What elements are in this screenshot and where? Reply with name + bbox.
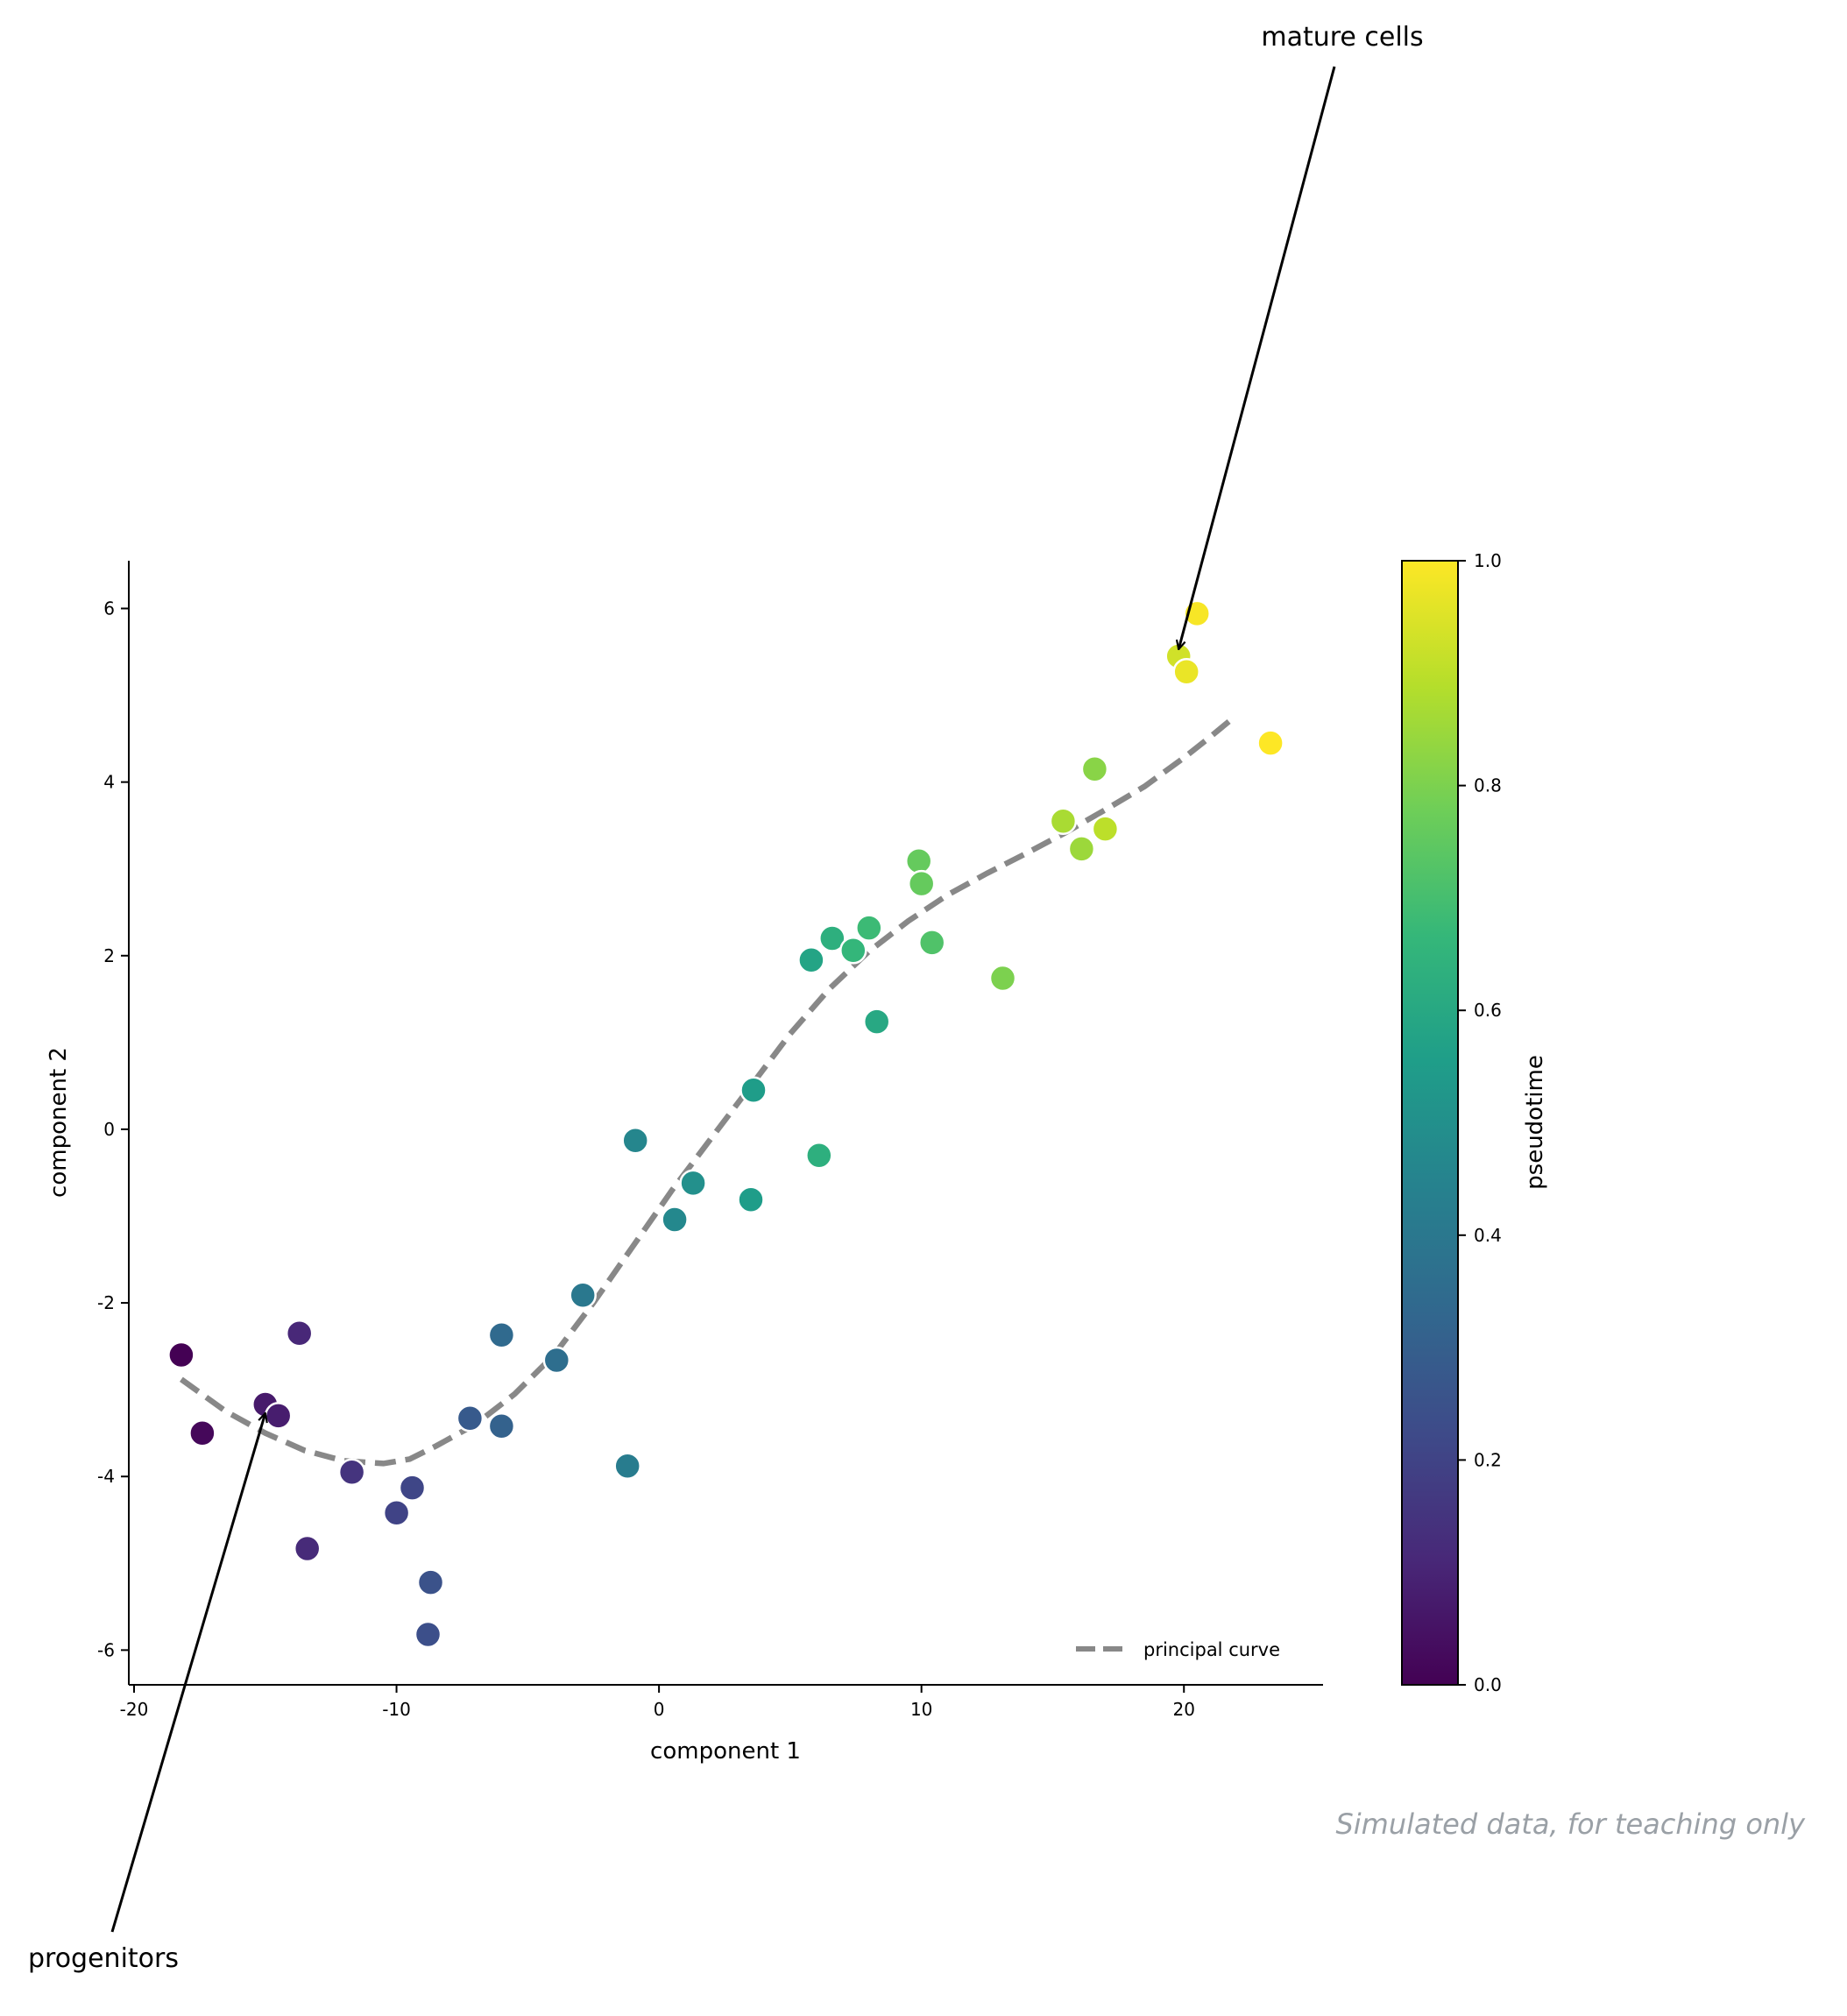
data-point [679,1169,707,1198]
data-point [487,1412,516,1440]
data-point [805,1141,833,1170]
data-point [456,1404,485,1432]
data-point [839,937,867,965]
data-point [416,1568,445,1596]
data-point [569,1281,597,1309]
data-point [661,1206,689,1234]
data-point [382,1499,411,1527]
annotation-mature-cells: mature cells [1261,22,1423,53]
colorbar-tick-label: 0.6 [1474,1000,1502,1021]
data-point [862,1008,891,1036]
colorbar-tick-label: 0.0 [1474,1674,1502,1695]
x-tick-label: 20 [1173,1699,1195,1720]
principal-curve [180,717,1234,1467]
colorbar-tick-label: 0.4 [1474,1225,1502,1246]
x-tick-label: 10 [910,1699,932,1720]
x-tick-label: 0 [654,1699,665,1720]
data-point [542,1346,571,1375]
colorbar-tick-label: 1.0 [1474,550,1502,571]
principal-curve-layer [180,717,1234,1467]
data-point [1049,807,1078,835]
data-point [621,1127,649,1155]
data-point [188,1418,216,1447]
data-point [855,914,883,942]
y-tick-label: 6 [103,598,115,619]
y-tick-label: 4 [103,772,115,793]
y-tick-label: 0 [103,1119,115,1140]
data-point [337,1458,366,1487]
annotation-arrow-mature-cells [1178,66,1336,649]
annotation-arrow-progenitors [110,1413,265,1933]
y-axis-title: component 2 [46,1047,72,1198]
data-point [907,869,936,898]
y-tick-label: -2 [97,1292,115,1313]
data-point [285,1319,314,1348]
data-point [917,929,946,957]
data-point [1172,658,1200,686]
data-point [293,1534,322,1563]
colorbar-tick-label: 0.2 [1474,1449,1502,1470]
legend: principal curve [1076,1639,1280,1660]
data-point [988,964,1017,993]
data-point [904,847,933,875]
colorbar: pseudotime 0.0 0.2 0.4 0.6 0.8 1.0 [1401,550,1548,1695]
annotations-layer: mature cells progenitors [28,22,1424,1974]
data-point [740,1076,768,1105]
data-point [1091,815,1120,843]
x-axis-title: component 1 [650,1738,801,1765]
y-tick-label: -4 [97,1466,115,1487]
data-point [1067,835,1096,863]
colorbar-label: pseudotime [1522,1055,1548,1190]
data-point [398,1474,427,1502]
scatter-points-layer [167,599,1284,1649]
legend-label-principal-curve: principal curve [1143,1639,1280,1660]
annotation-progenitors: progenitors [28,1943,179,1974]
x-tick-label: -10 [382,1699,411,1720]
data-point [264,1402,293,1430]
data-point [1256,729,1284,757]
y-tick-label: -6 [97,1639,115,1660]
data-point [167,1340,195,1369]
data-point [737,1185,765,1213]
x-tick-label: -20 [120,1699,149,1720]
data-point [613,1452,641,1481]
data-point [487,1320,516,1349]
data-point [1080,755,1109,783]
y-tick-label: 2 [103,945,115,966]
data-point [797,945,825,974]
colorbar-gradient-bar [1401,560,1459,1686]
data-point [818,924,846,952]
colorbar-tick-label: 0.8 [1474,775,1502,796]
footnote: Simulated data, for teaching only [1335,1807,1806,1841]
data-point [414,1620,442,1649]
